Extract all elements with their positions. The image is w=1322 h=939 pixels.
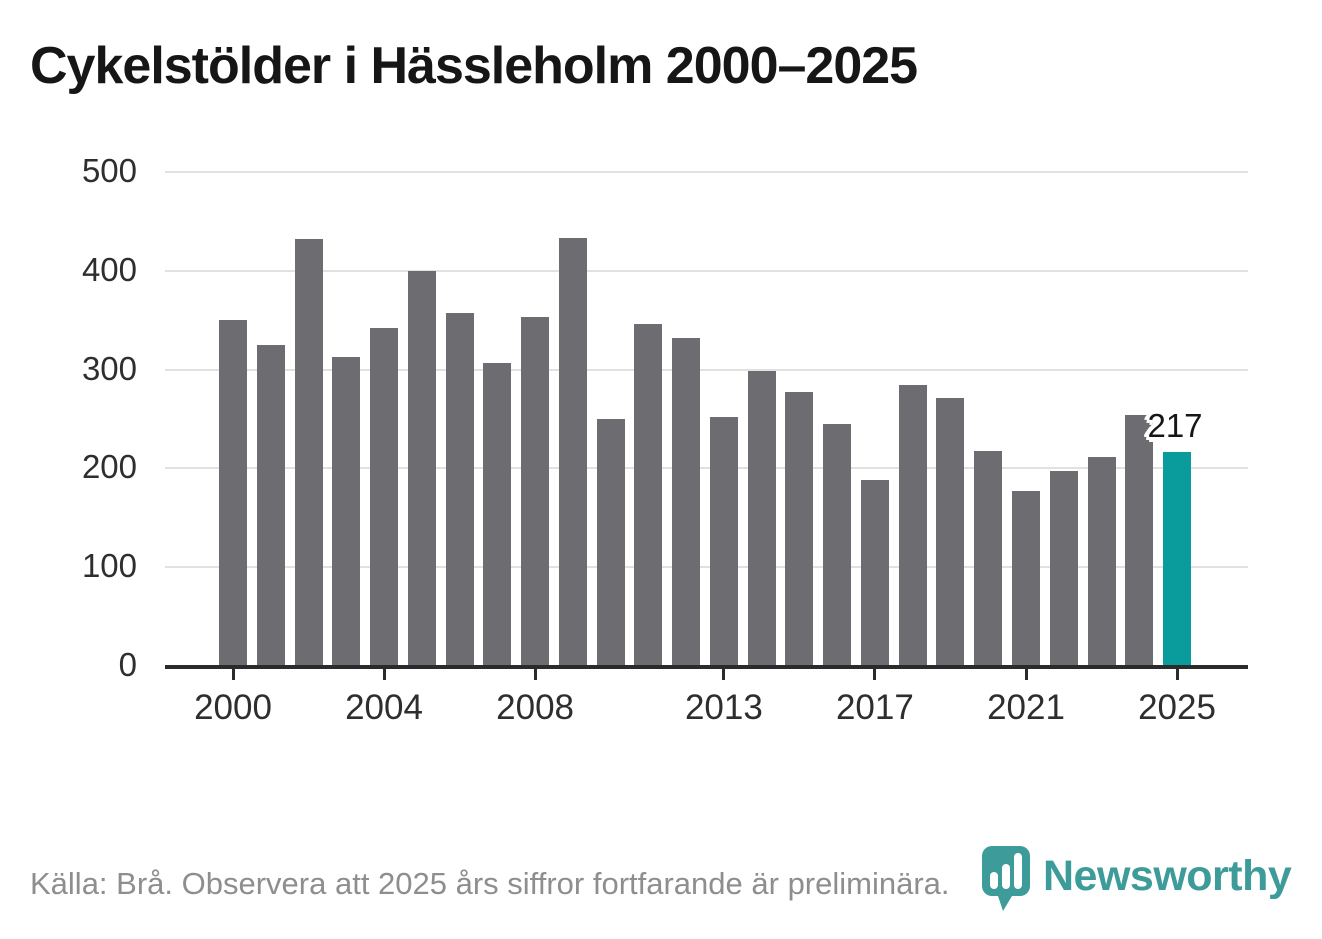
bar-2005 bbox=[407, 270, 436, 666]
y-axis-label-100: 100 bbox=[81, 547, 137, 585]
x-axis-label-2017: 2017 bbox=[835, 688, 914, 727]
bar-2016 bbox=[823, 423, 852, 666]
chart-title: Cykelstölder i Hässleholm 2000–2025 bbox=[30, 37, 918, 95]
x-axis-tick-2004 bbox=[382, 669, 386, 680]
x-axis-tick-2013 bbox=[722, 669, 726, 680]
bar-2015 bbox=[785, 392, 814, 666]
x-axis-tick-2008 bbox=[533, 669, 537, 680]
bar-2012 bbox=[672, 338, 701, 666]
x-axis-label-2004: 2004 bbox=[345, 688, 423, 727]
bar-2002 bbox=[294, 239, 323, 666]
bar-2025 bbox=[1163, 451, 1191, 666]
x-axis-label-2008: 2008 bbox=[496, 688, 575, 727]
x-axis-tick-2000 bbox=[231, 669, 235, 680]
bar-2023 bbox=[1087, 456, 1116, 666]
bar-2003 bbox=[332, 356, 361, 666]
bar-2019 bbox=[936, 398, 965, 666]
y-axis-label-0: 0 bbox=[118, 646, 137, 683]
x-axis-tick-2021 bbox=[1024, 669, 1028, 680]
gridline-200 bbox=[165, 467, 1248, 470]
bar-2011 bbox=[634, 324, 663, 666]
bar-2021 bbox=[1012, 491, 1040, 666]
y-axis-label-300: 300 bbox=[81, 349, 137, 387]
x-axis-label-2025: 2025 bbox=[1138, 688, 1216, 727]
bar-2004 bbox=[370, 328, 398, 666]
x-axis-tick-2025 bbox=[1175, 669, 1179, 680]
x-axis-tick-2017 bbox=[873, 669, 877, 680]
bar-2000 bbox=[219, 320, 247, 666]
x-axis-label-2000: 2000 bbox=[194, 688, 272, 727]
bar-2017 bbox=[860, 480, 889, 666]
newsworthy-wordmark: Newsworthy bbox=[1043, 852, 1292, 900]
bar-2024 bbox=[1125, 415, 1154, 666]
bar-2020 bbox=[974, 450, 1003, 666]
gridline-400 bbox=[165, 269, 1248, 272]
gridline-100 bbox=[165, 566, 1248, 569]
bar-2001 bbox=[256, 344, 285, 666]
y-axis-label-200: 200 bbox=[81, 448, 137, 486]
y-axis-label-400: 400 bbox=[81, 250, 137, 288]
bar-2008 bbox=[521, 317, 550, 666]
bar-2006 bbox=[445, 313, 474, 666]
gridline-300 bbox=[165, 368, 1248, 371]
bar-2010 bbox=[596, 419, 625, 666]
x-axis-label-2021: 2021 bbox=[987, 688, 1065, 727]
bar-2007 bbox=[483, 362, 512, 666]
bar-2013 bbox=[709, 417, 738, 666]
source-note: Källa: Brå. Observera att 2025 års siffr… bbox=[30, 866, 950, 901]
gridline-500 bbox=[165, 171, 1248, 173]
y-axis-label-500: 500 bbox=[81, 152, 137, 189]
bar-2014 bbox=[747, 370, 776, 666]
value-label-2025: 217 bbox=[1147, 406, 1203, 444]
bar-2009 bbox=[558, 238, 587, 666]
bar-2022 bbox=[1049, 471, 1078, 666]
bar-2018 bbox=[898, 385, 927, 666]
newsworthy-pin-barchart-icon bbox=[982, 846, 1030, 911]
x-axis-label-2013: 2013 bbox=[684, 688, 763, 727]
x-axis-line bbox=[165, 665, 1248, 669]
